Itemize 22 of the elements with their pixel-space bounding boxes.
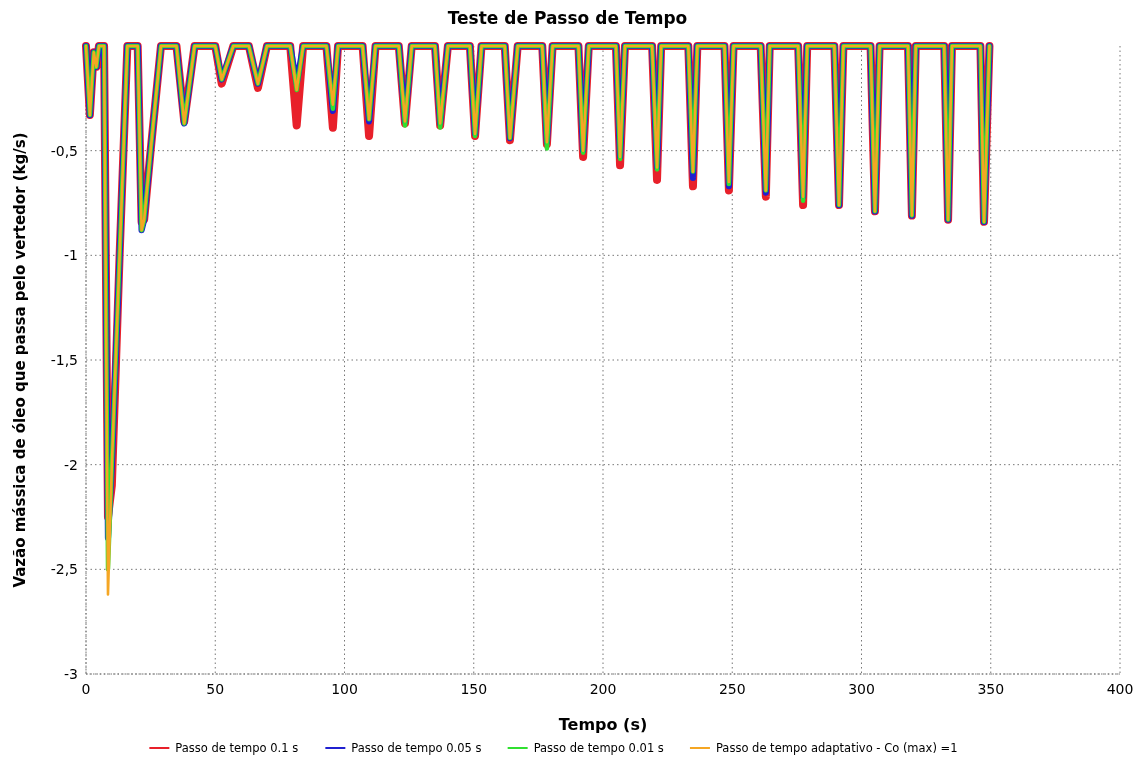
x-tick-label: 0 (81, 681, 91, 697)
y-axis-title: Vazão mássica de óleo que passa pelo vertedor (kg/s) (11, 132, 29, 588)
y-tick-label: -3 (64, 666, 78, 682)
legend-label: Passo de tempo adaptativo - Co (max) =1 (715, 741, 958, 755)
x-tick-label: 150 (460, 681, 488, 697)
x-tick-label: 200 (589, 681, 617, 697)
x-tick-label: 100 (331, 681, 358, 697)
x-axis-title: Tempo (s) (558, 715, 648, 734)
legend-label: Passo de tempo 0.05 s (351, 741, 482, 755)
x-tick-label: 300 (848, 681, 875, 697)
legend-label: Passo de tempo 0.01 s (533, 741, 664, 755)
y-tick-label: -1,5 (50, 352, 78, 368)
y-tick-label: -1 (64, 247, 78, 264)
x-tick-label: 250 (718, 681, 746, 697)
y-tick-label: -2,5 (50, 561, 78, 578)
chart-title: Teste de Passo de Tempo (447, 8, 688, 28)
y-tick-label: -2 (64, 456, 78, 473)
y-tick-label: -0,5 (50, 142, 78, 159)
x-tick-label: 350 (977, 681, 1005, 697)
legend-label: Passo de tempo 0.1 s (175, 741, 299, 755)
x-tick-label: 400 (1106, 681, 1134, 697)
x-tick-label: 50 (206, 681, 225, 697)
